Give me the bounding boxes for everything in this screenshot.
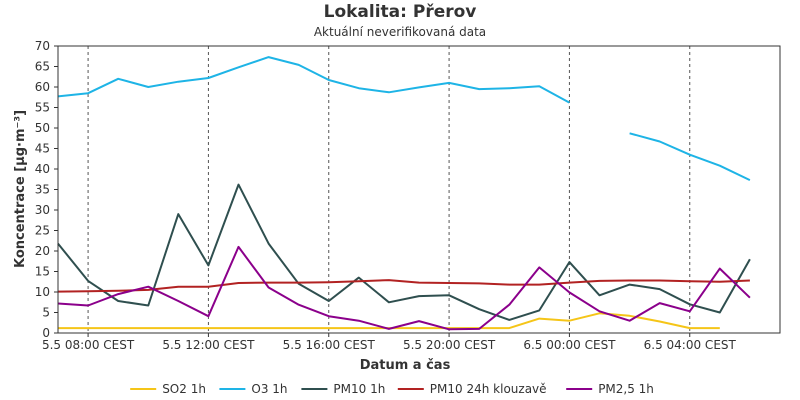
y-tick-label: 45 <box>35 142 50 156</box>
legend-label: PM10 24h klouzavě <box>430 382 547 396</box>
y-tick-label: 30 <box>35 203 50 217</box>
x-axis-title: Datum a čas <box>360 358 451 373</box>
legend-label: SO2 1h <box>162 382 206 396</box>
y-axis-title: Koncentrace [µg·m⁻³] <box>13 110 28 268</box>
x-tick-label: 5.5 12:00 CEST <box>162 338 255 352</box>
y-tick-label: 50 <box>35 121 50 135</box>
legend-label: PM10 1h <box>333 382 385 396</box>
plot-area: 5.5 08:00 CEST 5.5 12:00 CEST 5.5 16:00 CE… <box>35 39 781 352</box>
y-tick-label: 20 <box>35 244 50 258</box>
series-1 <box>57 56 751 182</box>
y-tick-label: 15 <box>35 265 50 279</box>
y-tick-label: 35 <box>35 183 50 197</box>
legend-item: PM2,5 1h <box>566 382 654 396</box>
x-tick-label: 5.5 20:00 CEST <box>403 338 496 352</box>
x-tick-label: 6.5 04:00 CEST <box>644 338 737 352</box>
series-4 <box>57 245 751 331</box>
legend-item: PM10 24h klouzavě <box>397 382 547 396</box>
x-tick-label: 6.5 00:00 CEST <box>523 338 616 352</box>
y-tick-label: 10 <box>35 285 50 299</box>
series-line <box>629 132 751 182</box>
series-line <box>57 245 751 331</box>
y-tick-label: 65 <box>35 60 50 74</box>
x-tick-label: 5.5 08:00 CEST <box>42 338 135 352</box>
y-tick-label: 25 <box>35 224 50 238</box>
legend: SO2 1h O3 1h PM10 1h PM10 24h klouzavě PM2,5… <box>130 382 654 396</box>
legend-item: SO2 1h <box>130 382 206 396</box>
y-tick-label: 0 <box>42 326 50 340</box>
x-tick-label: 5.5 16:00 CEST <box>283 338 376 352</box>
series-line <box>57 56 570 104</box>
series-2 <box>57 183 751 321</box>
y-tick-label: 70 <box>35 39 50 53</box>
plot-frame <box>57 45 781 334</box>
chart-subtitle: Aktuální neverifikovaná data <box>314 25 486 39</box>
plot-background <box>58 46 780 333</box>
y-tick-label: 5 <box>42 306 50 320</box>
series-3 <box>57 279 750 293</box>
series-line <box>57 183 751 321</box>
y-tick-label: 40 <box>35 162 50 176</box>
legend-label: PM2,5 1h <box>598 382 654 396</box>
y-tick-label: 60 <box>35 80 50 94</box>
legend-item: O3 1h <box>219 382 288 396</box>
series-line <box>57 279 750 293</box>
chart-title: Lokalita: Přerov <box>324 2 477 22</box>
legend-item: PM10 1h <box>301 382 385 396</box>
y-tick-label: 55 <box>35 101 50 115</box>
legend-label: O3 1h <box>251 382 287 396</box>
